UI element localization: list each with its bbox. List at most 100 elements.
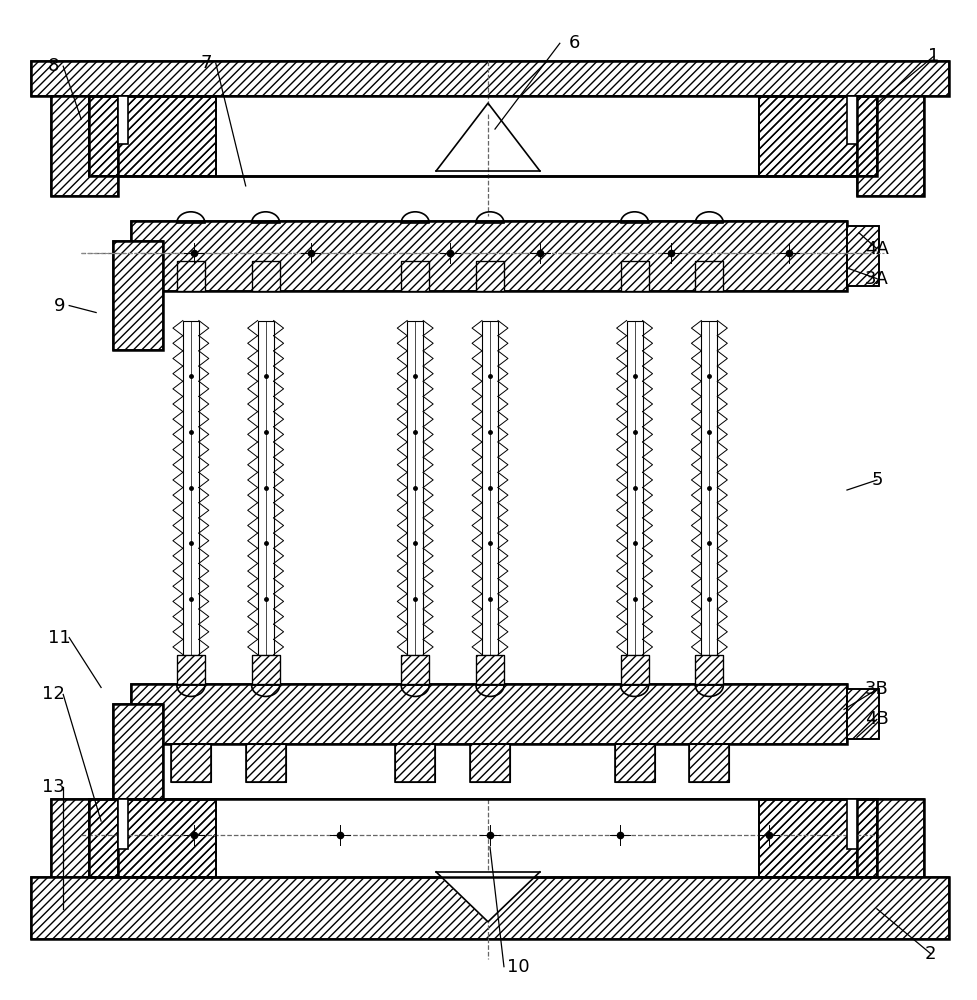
Bar	[407, 321, 423, 655]
Text: 2: 2	[925, 945, 937, 963]
Bar	[177, 261, 205, 291]
Text: 4A: 4A	[865, 240, 889, 258]
Bar	[89, 799, 216, 877]
Bar	[245, 744, 285, 782]
Polygon shape	[436, 872, 540, 922]
Bar	[402, 655, 429, 684]
Bar	[177, 655, 205, 684]
Bar	[89, 96, 216, 176]
Text: 12: 12	[42, 685, 64, 703]
Bar	[183, 321, 199, 655]
Bar	[113, 241, 163, 350]
Bar	[620, 261, 649, 291]
Bar	[620, 261, 649, 291]
Bar	[759, 96, 877, 176]
Bar	[857, 96, 924, 196]
Bar	[857, 799, 924, 897]
Bar	[470, 744, 510, 782]
Bar	[482, 321, 498, 655]
Bar	[89, 799, 877, 877]
Bar	[620, 655, 649, 684]
Bar	[396, 744, 435, 782]
Bar	[759, 799, 877, 877]
Bar	[476, 655, 504, 684]
Bar	[857, 96, 924, 196]
Text: 1: 1	[928, 47, 940, 65]
Bar	[690, 744, 729, 782]
Bar	[51, 799, 118, 897]
Bar	[171, 744, 211, 782]
Bar	[847, 799, 857, 849]
Bar	[131, 684, 847, 744]
Bar	[615, 744, 655, 782]
Bar	[89, 799, 216, 877]
Bar	[847, 689, 879, 739]
Bar	[131, 684, 847, 744]
Text: 7: 7	[200, 54, 212, 72]
Text: 3A: 3A	[865, 270, 889, 288]
Bar	[402, 261, 429, 291]
Bar	[847, 226, 879, 286]
Polygon shape	[436, 106, 540, 171]
Bar	[31, 877, 949, 939]
Bar	[626, 321, 643, 655]
Bar	[51, 96, 118, 196]
Bar	[171, 744, 211, 782]
Bar	[847, 689, 879, 739]
Bar	[113, 704, 163, 804]
Bar	[51, 96, 118, 196]
Bar	[759, 96, 877, 176]
Bar	[402, 261, 429, 291]
Bar	[31, 877, 949, 939]
Bar	[615, 744, 655, 782]
Text: 9: 9	[54, 297, 65, 315]
Text: 4B: 4B	[865, 710, 889, 728]
Bar	[131, 221, 847, 291]
Bar	[847, 96, 857, 144]
Bar	[258, 321, 274, 655]
Text: 8: 8	[48, 57, 59, 75]
Bar	[696, 261, 723, 291]
Bar	[118, 799, 128, 849]
Bar	[847, 226, 879, 286]
Text: 13: 13	[42, 778, 64, 796]
Text: 6: 6	[569, 34, 580, 52]
Bar	[118, 96, 128, 144]
Bar	[113, 704, 163, 804]
Bar	[857, 799, 924, 897]
Bar	[216, 799, 759, 877]
Bar	[89, 96, 877, 176]
Bar	[620, 655, 649, 684]
Bar	[476, 261, 504, 291]
Bar	[476, 655, 504, 684]
Bar	[759, 799, 877, 877]
Bar	[89, 96, 216, 176]
Bar	[696, 655, 723, 684]
Text: 11: 11	[48, 629, 70, 647]
Bar	[690, 744, 729, 782]
Bar	[177, 261, 205, 291]
Bar	[51, 799, 118, 897]
Text: 5: 5	[871, 471, 882, 489]
Bar	[113, 241, 163, 350]
Text: 10: 10	[507, 958, 530, 976]
Bar	[252, 655, 279, 684]
Bar	[89, 96, 877, 176]
Bar	[701, 321, 717, 655]
Bar	[89, 96, 877, 176]
Bar	[31, 61, 949, 96]
Bar	[177, 655, 205, 684]
Bar	[696, 655, 723, 684]
Bar	[89, 799, 877, 877]
Bar	[470, 744, 510, 782]
Bar	[396, 744, 435, 782]
Bar	[252, 655, 279, 684]
Bar	[131, 221, 847, 291]
Bar	[696, 261, 723, 291]
Bar	[31, 61, 949, 96]
Text: 3B: 3B	[865, 680, 889, 698]
Bar	[402, 655, 429, 684]
Bar	[89, 799, 877, 877]
Bar	[216, 96, 759, 176]
Bar	[245, 744, 285, 782]
